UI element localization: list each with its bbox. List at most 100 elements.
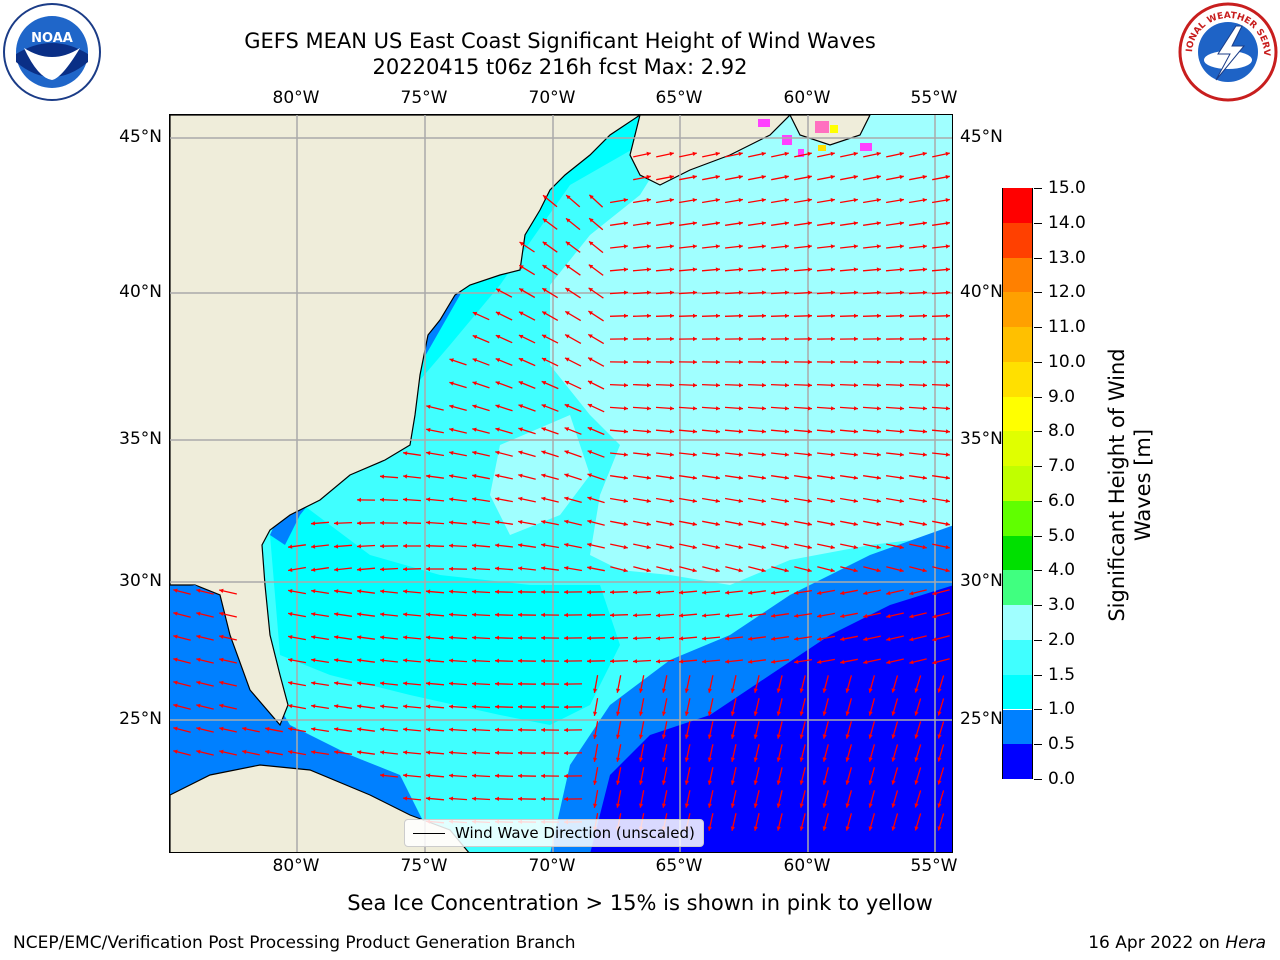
wave-direction-arrowhead bbox=[776, 780, 781, 785]
wave-direction-arrowhead bbox=[715, 221, 720, 226]
wave-direction-arrowhead bbox=[647, 383, 651, 388]
wave-direction-arrowhead bbox=[748, 613, 753, 618]
wave-direction-arrowhead bbox=[495, 543, 500, 548]
wave-direction-arrowhead bbox=[784, 429, 789, 434]
wave-direction-arrowhead bbox=[219, 703, 224, 708]
wave-direction-arrowhead bbox=[937, 803, 942, 808]
lat-tick-label: 25°N bbox=[960, 709, 1003, 729]
wave-direction-arrowhead bbox=[638, 688, 644, 693]
wave-direction-arrowhead bbox=[449, 520, 454, 525]
wave-direction-arrowhead bbox=[807, 151, 812, 156]
wave-direction-arrowhead bbox=[564, 704, 568, 710]
wave-direction-arrowhead bbox=[587, 473, 592, 478]
sea-ice-note: Sea Ice Concentration > 15% is shown in … bbox=[347, 891, 933, 915]
colorbar-tick bbox=[1034, 639, 1042, 641]
wave-direction-arrowhead bbox=[495, 381, 500, 386]
wave-direction-arrowhead bbox=[914, 757, 919, 762]
map-legend: Wind Wave Direction (unscaled) bbox=[404, 819, 704, 847]
wave-direction-arrowhead bbox=[219, 588, 224, 593]
wave-direction-arrowhead bbox=[380, 474, 385, 479]
wave-direction-arrowhead bbox=[899, 221, 904, 226]
wave-direction-arrowhead bbox=[922, 290, 927, 295]
wave-direction-arrowhead bbox=[518, 704, 522, 709]
wave-direction-arrowhead bbox=[707, 734, 712, 739]
colorbar-tick bbox=[1034, 222, 1042, 224]
wave-direction-arrowhead bbox=[311, 544, 316, 549]
wave-direction-arrowhead bbox=[566, 218, 571, 223]
wave-direction-arrowhead bbox=[693, 359, 697, 365]
wave-direction-arrowhead bbox=[426, 681, 431, 686]
wave-direction-arrowhead bbox=[380, 612, 385, 617]
wave-direction-arrowhead bbox=[646, 244, 651, 249]
wave-direction-arrowhead bbox=[761, 267, 766, 272]
wave-direction-arrowhead bbox=[799, 803, 804, 808]
sea-ice-cell bbox=[815, 121, 829, 133]
wave-direction-arrowhead bbox=[541, 589, 545, 595]
wave-direction-arrowhead bbox=[922, 521, 927, 527]
wave-direction-arrowhead bbox=[808, 336, 812, 342]
wave-direction-arrowhead bbox=[715, 452, 720, 457]
wave-direction-arrowhead bbox=[623, 290, 628, 295]
wave-direction-arrowhead bbox=[518, 635, 522, 640]
wave-direction-arrowhead bbox=[877, 359, 881, 365]
wave-direction-arrowhead bbox=[845, 688, 850, 693]
colorbar bbox=[1002, 188, 1033, 779]
colorbar-tick-label: 13.0 bbox=[1048, 247, 1086, 268]
wave-direction-arrowhead bbox=[853, 290, 858, 295]
wave-direction-arrowhead bbox=[776, 826, 781, 831]
wave-direction-arrowhead bbox=[738, 498, 743, 503]
wave-direction-arrowhead bbox=[357, 589, 362, 594]
wave-direction-arrowhead bbox=[472, 635, 477, 640]
wave-direction-arrowhead bbox=[495, 635, 499, 640]
wave-direction-arrowhead bbox=[173, 749, 178, 754]
wave-direction-arrowhead bbox=[692, 221, 697, 226]
wave-direction-arrowhead bbox=[449, 612, 454, 617]
lon-tick-label: 75°W bbox=[400, 856, 448, 876]
wave-direction-arrowhead bbox=[334, 544, 339, 549]
wave-direction-arrowhead bbox=[679, 590, 684, 595]
colorbar-segment bbox=[1003, 327, 1032, 362]
wave-direction-arrowhead bbox=[876, 452, 881, 457]
wave-direction-arrowhead bbox=[472, 450, 477, 455]
wave-direction-arrowhead bbox=[937, 688, 942, 693]
lat-tick-label: 25°N bbox=[119, 709, 162, 729]
wave-direction-arrowhead bbox=[541, 658, 545, 664]
wave-direction-arrowhead bbox=[761, 545, 766, 550]
wave-direction-arrowhead bbox=[840, 636, 845, 642]
wave-direction-arrowhead bbox=[845, 757, 850, 762]
map-subtitle: 20220415 t06z 216h fcst Max: 2.92 bbox=[372, 55, 748, 79]
wave-direction-arrowhead bbox=[311, 589, 316, 594]
wave-direction-arrowhead bbox=[624, 336, 628, 342]
wave-direction-arrowhead bbox=[853, 498, 858, 503]
wave-direction-arrowhead bbox=[587, 496, 592, 501]
wave-direction-arrowhead bbox=[380, 750, 385, 755]
wave-direction-arrowhead bbox=[495, 727, 499, 732]
wave-direction-arrowhead bbox=[715, 267, 720, 272]
wave-direction-arrowhead bbox=[822, 803, 827, 808]
wave-direction-arrowhead bbox=[646, 545, 651, 550]
wave-direction-arrowhead bbox=[761, 498, 766, 503]
wave-direction-arrowhead bbox=[784, 290, 789, 295]
wave-direction-arrowhead bbox=[219, 726, 224, 731]
wave-direction-arrowhead bbox=[334, 521, 339, 526]
wave-direction-arrowhead bbox=[771, 659, 776, 664]
wave-direction-arrowhead bbox=[707, 711, 712, 716]
wave-direction-arrowhead bbox=[853, 406, 858, 411]
wave-direction-arrowhead bbox=[692, 452, 697, 457]
wave-direction-arrowhead bbox=[541, 566, 546, 571]
wave-direction-arrowhead bbox=[830, 545, 835, 550]
wave-direction-arrowhead bbox=[761, 198, 766, 203]
wave-direction-arrowhead bbox=[472, 681, 477, 686]
wave-direction-arrowhead bbox=[616, 711, 621, 716]
wave-direction-arrowhead bbox=[725, 590, 730, 595]
wave-direction-arrowhead bbox=[624, 383, 628, 388]
wave-direction-arrowhead bbox=[242, 726, 247, 732]
wave-direction-arrowhead bbox=[565, 334, 570, 339]
wave-direction-arrowhead bbox=[669, 267, 674, 272]
wave-direction-arrowhead bbox=[845, 734, 850, 739]
wave-direction-arrowhead bbox=[692, 568, 697, 573]
wave-direction-arrowhead bbox=[565, 288, 570, 293]
wave-direction-arrowhead bbox=[541, 773, 545, 779]
wave-direction-arrowhead bbox=[715, 198, 720, 203]
land-north-america bbox=[170, 115, 642, 727]
